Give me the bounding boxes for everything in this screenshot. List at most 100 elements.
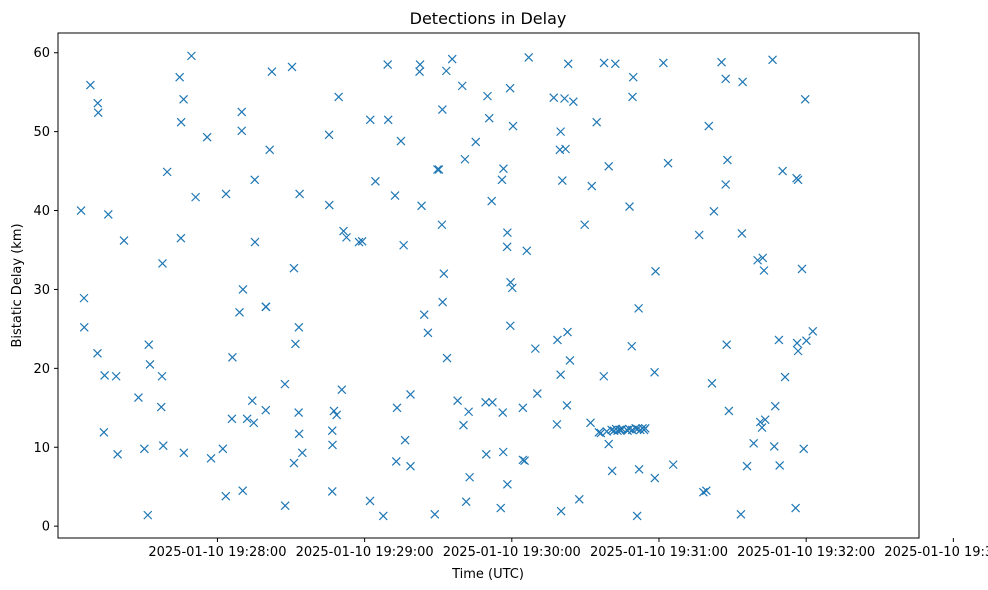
x-tick-label: 2025-01-10 19:29:00 <box>296 545 434 560</box>
data-point <box>390 191 400 200</box>
data-point <box>522 246 532 256</box>
data-point <box>502 479 512 489</box>
data-point <box>496 503 506 513</box>
data-point <box>250 175 260 185</box>
data-point <box>759 266 769 275</box>
data-point <box>294 429 304 439</box>
data-point <box>553 335 562 345</box>
data-point <box>755 417 765 427</box>
data-point <box>508 121 518 131</box>
data-point <box>357 236 367 246</box>
data-point <box>594 427 604 437</box>
data-point <box>227 352 237 362</box>
data-point <box>721 74 731 84</box>
data-point <box>103 210 113 219</box>
data-point <box>737 228 747 238</box>
data-point <box>354 237 364 247</box>
data-point <box>724 406 734 416</box>
data-point <box>556 127 566 137</box>
data-point <box>144 340 154 350</box>
data-point <box>640 423 650 433</box>
data-point <box>176 233 186 243</box>
data-point <box>757 423 767 432</box>
data-point <box>502 228 512 238</box>
data-point <box>497 175 507 185</box>
data-point <box>736 509 746 519</box>
data-point <box>499 164 508 174</box>
data-point <box>530 344 540 354</box>
data-point <box>615 425 625 435</box>
data-point <box>634 464 644 474</box>
data-point <box>650 473 660 483</box>
data-point <box>400 435 410 445</box>
data-point <box>202 132 212 142</box>
data-point <box>337 385 347 395</box>
data-point <box>392 403 402 413</box>
data-point <box>324 200 334 210</box>
data-point <box>396 136 406 146</box>
data-point <box>187 51 196 61</box>
data-point <box>438 297 448 307</box>
data-point <box>294 322 304 332</box>
data-point <box>238 486 248 496</box>
data-point <box>707 378 717 388</box>
data-point <box>365 496 375 506</box>
data-point <box>574 494 584 504</box>
plot-frame <box>57 32 920 539</box>
data-point <box>650 367 659 377</box>
data-point <box>471 137 481 147</box>
data-point <box>586 418 595 428</box>
data-point <box>596 428 606 438</box>
x-axis-label: Time (UTC) <box>451 567 524 582</box>
data-point <box>628 72 638 82</box>
data-point <box>800 94 810 104</box>
data-point <box>722 155 732 165</box>
data-point <box>568 97 578 107</box>
data-point <box>704 121 714 131</box>
data-point <box>507 283 517 293</box>
data-point <box>406 389 415 399</box>
data-point <box>484 113 494 123</box>
data-point <box>415 67 424 77</box>
data-point <box>176 117 186 127</box>
data-point <box>247 396 257 406</box>
data-point <box>749 438 759 448</box>
data-point <box>158 441 168 451</box>
data-point <box>249 418 259 428</box>
data-point <box>634 303 644 313</box>
data-point <box>599 58 609 68</box>
y-axis-label: Bistatic Delay (km) <box>10 223 25 347</box>
data-point <box>631 423 641 433</box>
data-point <box>627 341 637 351</box>
data-point <box>742 461 752 471</box>
data-point <box>738 77 748 87</box>
data-point <box>769 442 779 451</box>
data-point <box>157 371 167 381</box>
data-point <box>289 458 299 468</box>
data-point <box>191 192 201 202</box>
data-point <box>441 66 451 76</box>
data-point <box>99 427 109 437</box>
y-tick-label: 30 <box>33 283 50 298</box>
data-point <box>552 419 562 429</box>
y-tick-label: 20 <box>33 362 50 377</box>
data-point <box>459 420 468 430</box>
data-point <box>250 237 260 247</box>
data-point <box>221 189 231 199</box>
data-point <box>113 449 123 459</box>
data-point <box>760 415 770 425</box>
data-point <box>560 94 569 103</box>
data-point <box>775 460 785 470</box>
data-point <box>628 92 637 102</box>
data-point <box>383 60 393 69</box>
data-point <box>100 371 110 380</box>
data-point <box>792 338 802 348</box>
data-point <box>242 414 252 424</box>
data-point <box>238 285 248 294</box>
data-point <box>327 426 337 436</box>
data-point <box>334 92 344 102</box>
data-point <box>592 117 602 127</box>
data-point <box>423 328 433 338</box>
data-point <box>267 67 277 77</box>
data-point <box>237 107 247 117</box>
